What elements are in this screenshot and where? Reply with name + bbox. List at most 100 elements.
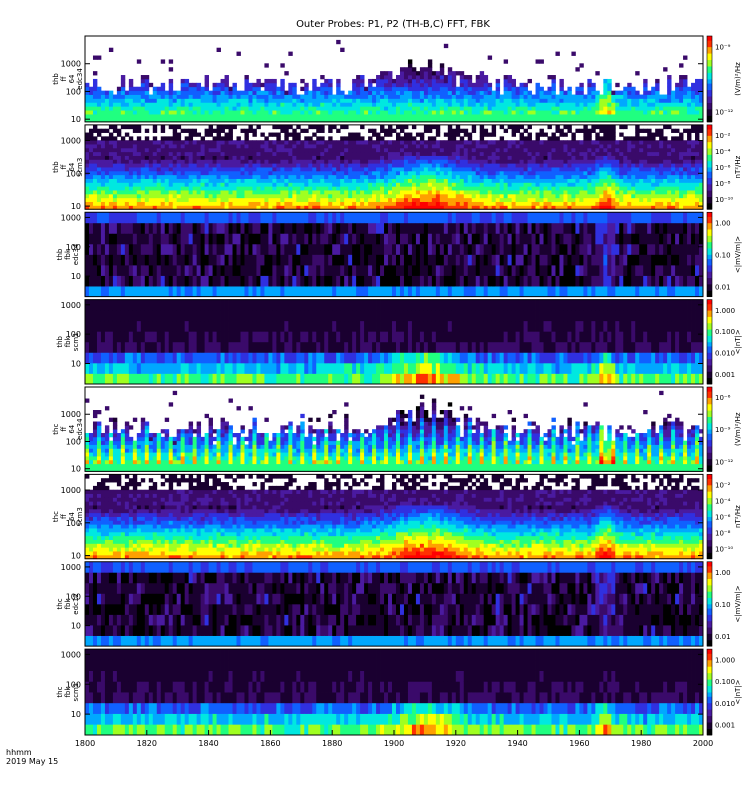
y-axis-label: thb	[52, 161, 60, 173]
y-tick-label: 100	[66, 437, 81, 446]
y-axis-label: ff	[60, 427, 68, 432]
spectrogram-p7	[85, 561, 704, 647]
y-axis-label: fbk	[64, 686, 72, 698]
colorbar-tick-label: 10⁻²	[715, 482, 731, 490]
y-axis-label: scm3	[76, 507, 84, 526]
y-tick-label: 10	[71, 465, 81, 474]
y-tick-label: 10	[71, 359, 81, 368]
panel-p3: 10 100 1000 thb fbk edc34 1.00 0.10 0.01 <|mV/m|>	[56, 211, 742, 298]
colorbar-tick-label: 10⁻⁹	[715, 43, 731, 51]
colorbar-tick-label: 0.10	[715, 251, 731, 259]
colorbar-tick-label: 10⁻⁸	[715, 530, 731, 538]
y-tick-label: 1000	[61, 301, 81, 310]
y-axis-label: edc12	[72, 593, 80, 615]
y-tick-label: 10	[71, 710, 81, 719]
colorbar-tick-label: 1.000	[715, 656, 735, 664]
spectrogram-p6	[85, 474, 704, 560]
colorbar-tick-label: 10⁻²	[715, 132, 731, 140]
colorbar-tick-label: 10⁻⁴	[715, 148, 731, 156]
panel-frame	[84, 299, 704, 385]
colorbar-tick-label: 0.010	[715, 350, 735, 358]
colorbar-tick-label: 10⁻¹²	[715, 109, 733, 117]
colorbar-label: <|nT|>	[734, 329, 742, 354]
y-axis-label: edc34	[76, 68, 84, 90]
colorbar-p6: 10⁻² 10⁻⁴ 10⁻⁶ 10⁻⁸ 10⁻¹⁰ nT²/Hz	[706, 474, 742, 560]
y-tick-label: 100	[66, 243, 81, 252]
x-tick-label: 2000	[693, 739, 713, 748]
colorbar-tick-label: 0.100	[715, 678, 735, 686]
panel-p7: 10 100 1000 thc fbk edc12 1.00 0.10 0.01 <|mV/m|>	[56, 561, 742, 647]
x-tick-label: 1820	[137, 739, 157, 748]
colorbar-tick-label: 0.01	[715, 633, 731, 641]
colorbar-p3: 1.00 0.10 0.01 <|mV/m|>	[706, 211, 742, 298]
colorbar-tick-label: 0.001	[715, 722, 735, 730]
y-axis-label: thb	[52, 73, 60, 85]
colorbar-tick-label: 10⁻⁹	[715, 426, 731, 434]
y-tick-label: 100	[66, 592, 81, 601]
colorbar-p8: 1.000 0.100 0.010 0.001 <|nT|>	[706, 648, 742, 736]
colorbar-label: nT²/Hz	[734, 155, 742, 178]
y-tick-label: 1000	[61, 410, 81, 419]
colorbar-tick-label: 1.000	[715, 307, 735, 315]
y-axis-label: thc	[52, 424, 60, 435]
colorbar-p1: 10⁻⁹ 10⁻¹² (V/m)²/Hz	[706, 35, 742, 123]
y-axis-label: thc	[56, 598, 64, 609]
y-axis-label: thc	[52, 511, 60, 522]
colorbar-tick-label: 1.00	[715, 219, 731, 227]
y-tick-label: 1000	[61, 60, 81, 69]
y-axis-label: scm1	[72, 332, 80, 351]
x-tick-label: 1860	[260, 739, 280, 748]
x-tick-label: 1840	[198, 739, 218, 748]
y-tick-label: 100	[66, 169, 81, 178]
y-tick-label: 1000	[61, 486, 81, 495]
colorbar-tick-label: 1.00	[715, 569, 731, 577]
y-axis-label: scm1	[72, 683, 80, 702]
y-tick-label: 10	[71, 552, 81, 561]
colorbar-tick-label: 10⁻¹²	[715, 458, 733, 466]
colorbar-tick-label: 0.10	[715, 601, 731, 609]
colorbar-tick-label: 10⁻⁶	[715, 394, 731, 402]
y-axis-label: fbk	[64, 335, 72, 347]
colorbar-p5: 10⁻⁶ 10⁻⁹ 10⁻¹² (V/m)²/Hz	[706, 386, 742, 472]
y-tick-label: 1000	[61, 137, 81, 146]
colorbar-tick-label: 10⁻⁸	[715, 180, 731, 188]
y-tick-label: 10	[71, 622, 81, 631]
y-tick-label: 100	[66, 519, 81, 528]
colorbar-tick-label: 0.010	[715, 700, 735, 708]
figure-title: Outer Probes: P1, P2 (TH-B,C) FFT, FBK	[296, 19, 490, 30]
colorbar-p7: 1.00 0.10 0.01 <|mV/m|>	[706, 561, 742, 647]
y-axis-label: thb	[56, 335, 64, 347]
x-tick-label: 1900	[384, 739, 404, 748]
colorbar-tick-label: 0.100	[715, 328, 735, 336]
x-tick-label: 1800	[75, 739, 95, 748]
colorbar-tick-label: 0.01	[715, 284, 731, 292]
x-tick-label: 1940	[507, 739, 527, 748]
y-tick-label: 10	[71, 202, 81, 211]
spectrogram-p4	[85, 299, 704, 385]
y-tick-label: 100	[66, 330, 81, 339]
x-tick-label: 1880	[322, 739, 342, 748]
panel-frame	[84, 561, 704, 647]
y-axis-label: ff	[60, 76, 68, 81]
y-axis-label: edc34	[76, 418, 84, 440]
y-axis-label: thb	[56, 248, 64, 260]
colorbar-label: (V/m)²/Hz	[734, 412, 742, 446]
colorbar-p2: 10⁻² 10⁻⁴ 10⁻⁶ 10⁻⁸ 10⁻¹⁰ nT²/Hz	[706, 124, 742, 210]
y-tick-label: 1000	[61, 650, 81, 659]
spectrogram-p8	[85, 649, 704, 736]
y-axis-label: scm3	[76, 158, 84, 177]
panel-frame	[84, 124, 704, 210]
colorbar-tick-label: 10⁻¹⁰	[715, 546, 733, 554]
x-axis-label-line1: hhmm	[6, 748, 32, 757]
y-axis-label: edc34	[72, 243, 80, 265]
x-tick-label: 1980	[631, 739, 651, 748]
panel-frame	[84, 211, 704, 298]
y-axis-label: 64	[68, 512, 76, 521]
y-axis-label: ff	[60, 514, 68, 519]
y-axis-label: fbk	[64, 598, 72, 610]
spectrogram-p3	[85, 212, 704, 298]
colorbar-label: <|nT|>	[734, 679, 742, 704]
y-tick-label: 1000	[61, 563, 81, 572]
x-axis-label-line2: 2019 May 15	[6, 757, 58, 766]
